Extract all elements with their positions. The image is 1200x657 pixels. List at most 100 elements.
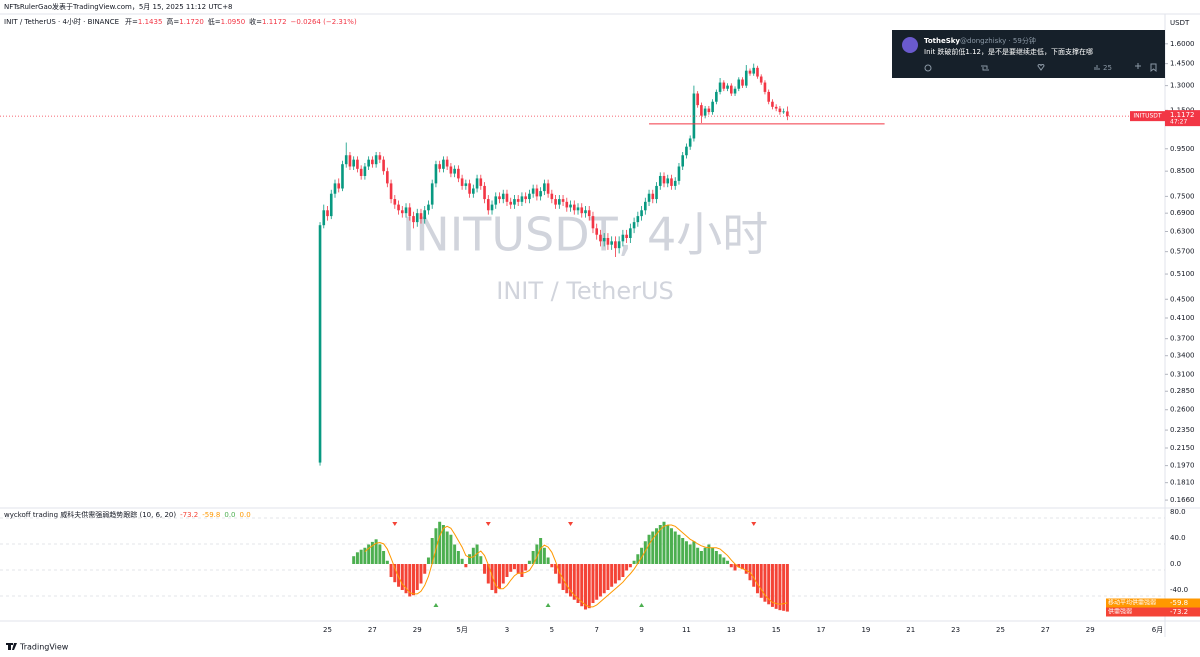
histogram-bar — [640, 547, 644, 564]
ohlc-value: 1.0950 — [221, 18, 246, 26]
last-price-label: 1.1172 — [1170, 111, 1195, 119]
candle-body — [329, 193, 333, 217]
y-tick-label: 80.0 — [1170, 508, 1186, 516]
candle-body — [468, 183, 471, 194]
y-tick-label: 40.0 — [1170, 534, 1186, 542]
sell-signal — [568, 522, 574, 526]
histogram-bar — [741, 564, 745, 570]
candle-body — [584, 210, 587, 214]
candle-body — [782, 111, 785, 113]
histogram-bar — [367, 544, 371, 564]
candle-body — [539, 191, 542, 197]
y-tick-label: 0.3400 — [1170, 352, 1195, 360]
like-icon[interactable] — [1037, 64, 1045, 71]
candle-body — [427, 204, 430, 211]
histogram-bar — [374, 539, 378, 564]
candle-body — [337, 183, 341, 189]
histogram-bar — [755, 564, 759, 594]
histogram-bar — [554, 564, 558, 574]
candle-body — [404, 207, 408, 214]
views-icon[interactable] — [1094, 65, 1100, 70]
candle-body — [326, 210, 329, 217]
reply-icon[interactable] — [924, 64, 932, 72]
candle-body — [629, 228, 632, 238]
candle-body — [501, 193, 505, 200]
candle-body — [348, 155, 352, 167]
candle-body — [558, 199, 561, 205]
candle-body — [344, 155, 348, 165]
histogram-bar — [527, 560, 531, 564]
x-tick-label: 21 — [906, 626, 915, 634]
histogram-bar — [767, 564, 771, 605]
ohlc-name: 收= — [249, 17, 262, 26]
tweet-card: TotheSky @dongzhisky · 59分钟 Init 跌破前低1.1… — [892, 30, 1165, 78]
ohlc-name: 低= — [208, 17, 221, 26]
candle-body — [386, 171, 389, 184]
histogram-bar — [397, 564, 401, 587]
histogram-bar — [498, 564, 501, 589]
y-tick-label: -40.0 — [1170, 586, 1188, 594]
candle-body — [318, 225, 322, 463]
histogram-bar — [703, 547, 707, 564]
share-icon[interactable] — [1135, 63, 1141, 69]
histogram-bar — [483, 564, 487, 574]
histogram-bar — [423, 564, 427, 574]
candle-body — [576, 207, 580, 211]
candle-body — [486, 199, 490, 211]
buy-signal — [545, 603, 551, 607]
histogram-bar — [385, 560, 389, 564]
candle-body — [565, 201, 569, 208]
candle-body — [445, 159, 449, 167]
y-tick-label: 1.6000 — [1170, 40, 1195, 48]
candle-body — [632, 222, 636, 229]
symbol-tag-bg — [1130, 111, 1165, 122]
x-tick-label: 25 — [323, 626, 332, 634]
candle-body — [505, 193, 509, 202]
x-tick-label: 7 — [594, 626, 598, 634]
y-tick-label: 0.5100 — [1170, 270, 1195, 278]
ohlc-name: 高= — [166, 17, 179, 26]
series-name: 移动平均供需强弱 — [1108, 599, 1156, 607]
histogram-bar — [610, 564, 614, 587]
histogram-bar — [673, 531, 677, 564]
candle-body — [374, 155, 378, 165]
countdown-label: 47:27 — [1170, 119, 1187, 126]
sell-signal — [392, 522, 398, 526]
series-tag-bg — [1106, 607, 1165, 617]
y-tick-label: 1.4500 — [1170, 60, 1195, 68]
candle-body — [688, 138, 692, 147]
histogram-bar — [595, 564, 599, 600]
histogram-bar — [621, 564, 625, 577]
y-tick-label: 0.3100 — [1170, 370, 1195, 378]
candle-body — [580, 207, 584, 214]
x-tick-label: 13 — [727, 626, 736, 634]
candle-body — [453, 168, 456, 174]
histogram-bar — [412, 564, 416, 596]
histogram-bar — [400, 564, 404, 590]
candle-body — [434, 164, 438, 184]
histogram-bar — [438, 521, 442, 564]
x-tick-label: 17 — [817, 626, 826, 634]
y-tick-label: 0.4100 — [1170, 314, 1195, 322]
histogram-bar — [453, 544, 457, 564]
watermark-subtitle: INIT / TetherUS — [496, 277, 674, 305]
histogram-bar — [733, 564, 737, 571]
bookmark-icon[interactable] — [1150, 63, 1157, 73]
candle-body — [599, 234, 602, 242]
series-value-bg — [1165, 598, 1200, 608]
histogram-bar — [759, 564, 763, 598]
candle-body — [722, 82, 726, 89]
buy-signal — [433, 603, 439, 607]
histogram-bar — [677, 534, 681, 564]
ohlc-name: 开= — [125, 18, 138, 26]
histogram-bar — [722, 557, 726, 564]
histogram-bar — [625, 564, 629, 571]
series-tag-bg — [1106, 598, 1165, 608]
ohlc-value: 1.1172 — [262, 18, 287, 26]
series-value: -73.2 — [1170, 608, 1188, 616]
histogram-bar — [550, 564, 554, 568]
candle-body — [606, 237, 610, 245]
tweet-avatar — [902, 37, 918, 53]
candle-body — [543, 183, 546, 192]
retweet-icon[interactable] — [981, 65, 989, 71]
